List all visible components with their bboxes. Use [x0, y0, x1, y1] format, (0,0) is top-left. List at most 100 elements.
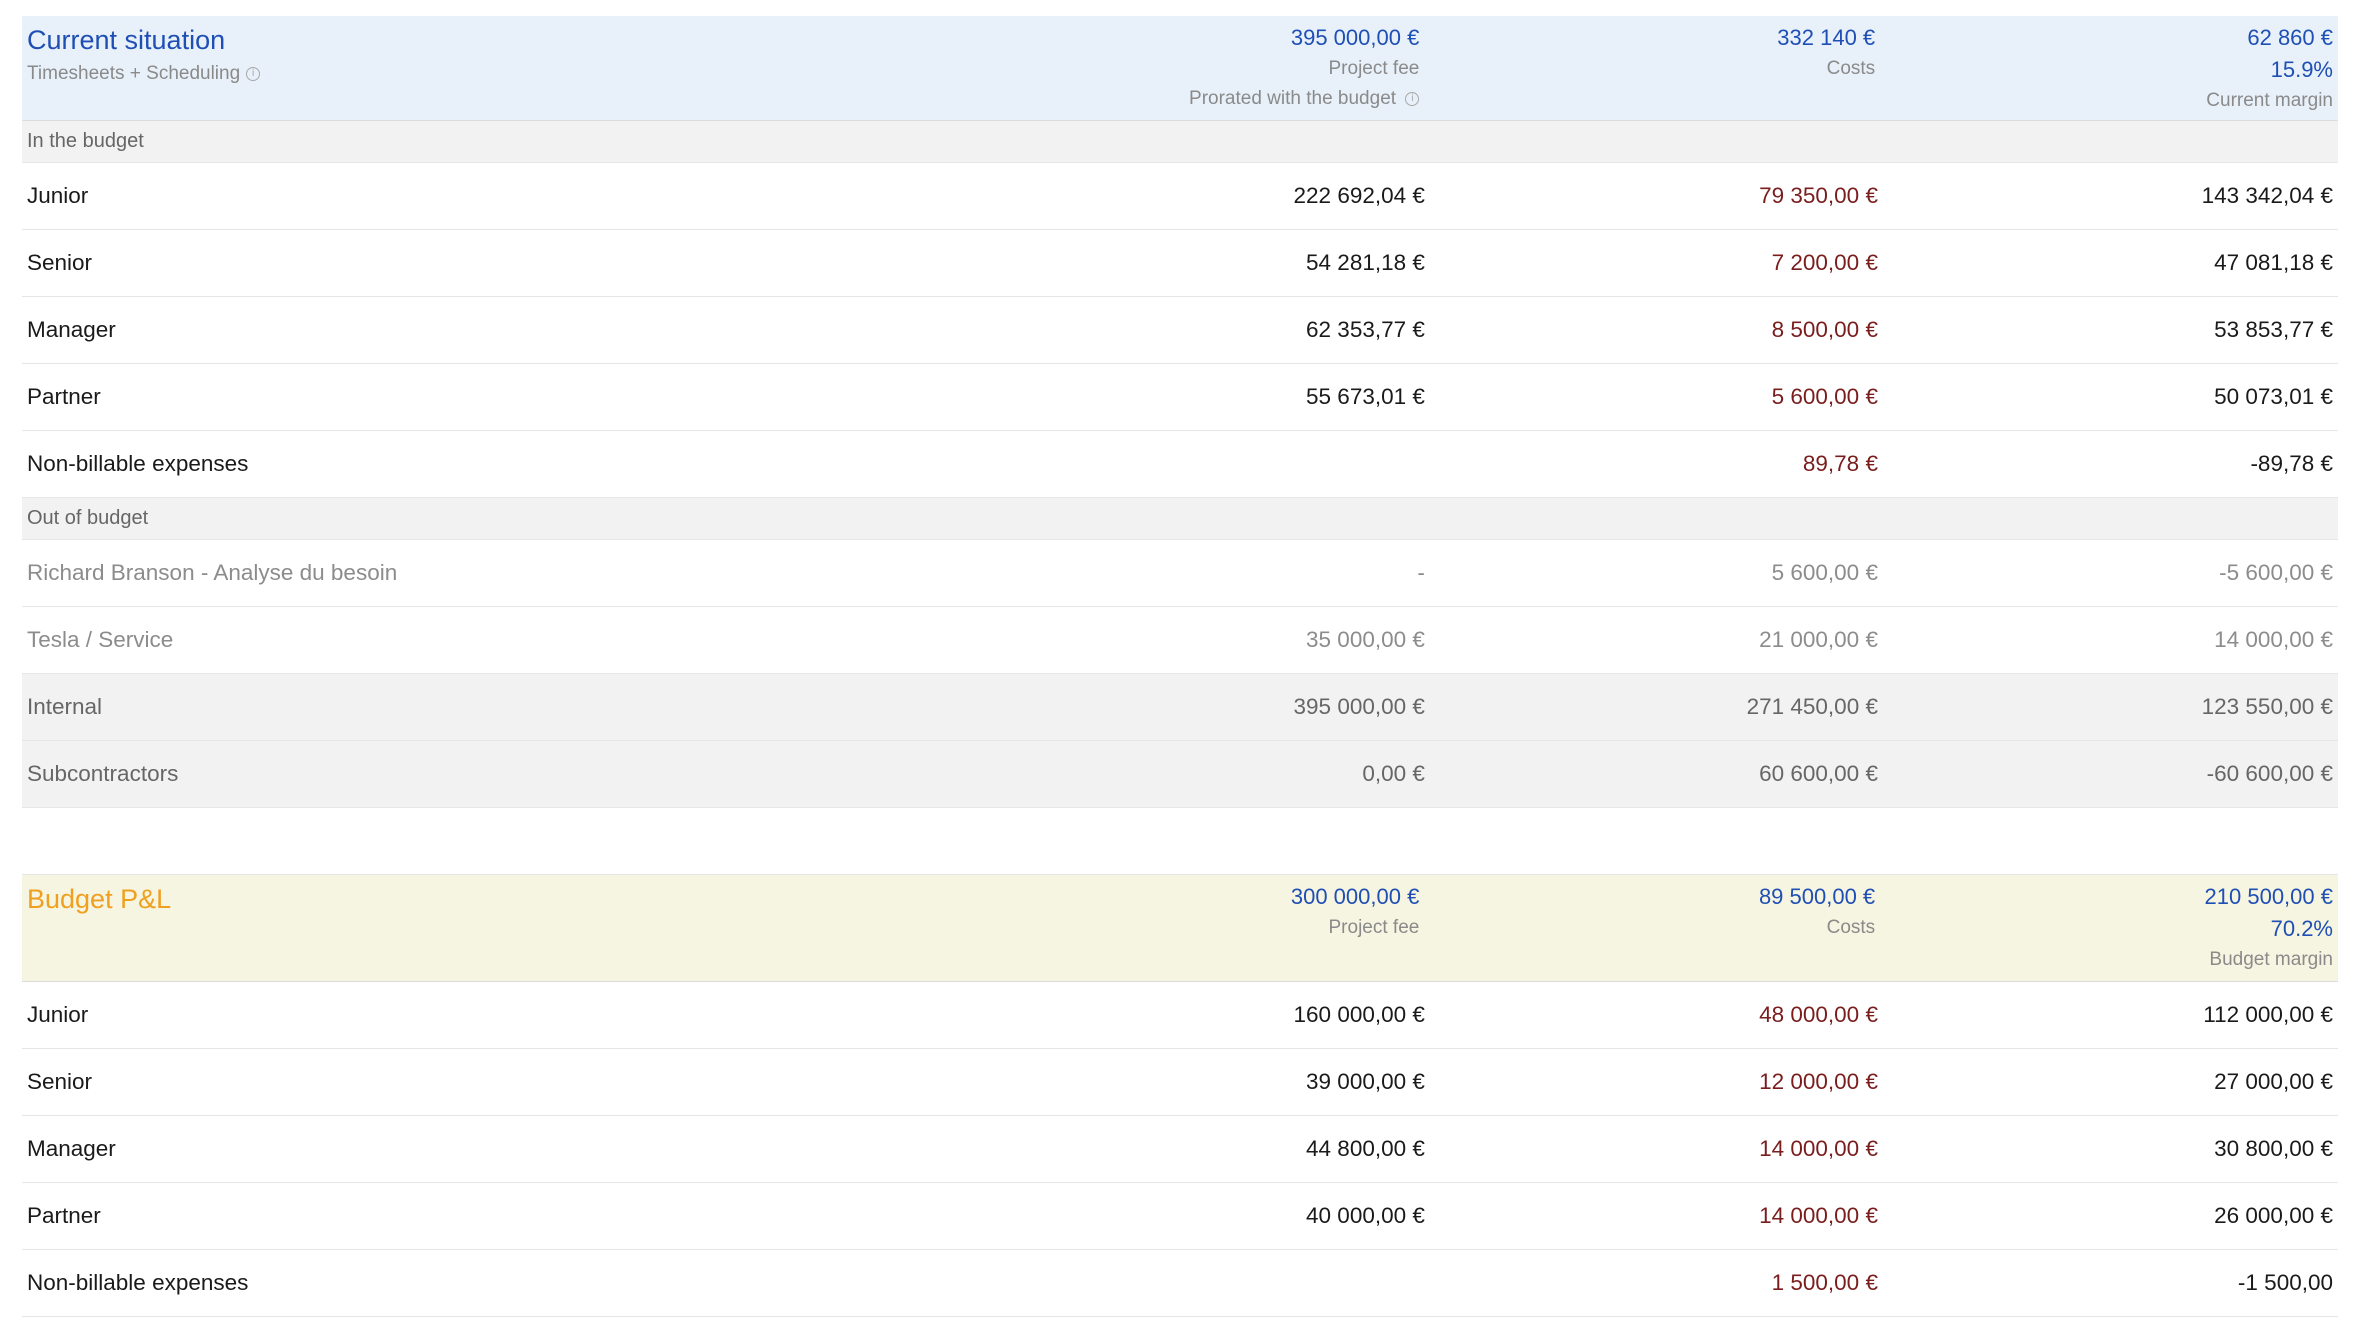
current-fee-summary: 395 000,00 € Project fee Prorated with t…: [954, 22, 1420, 115]
row-fee: 222 692,04 €: [1293, 183, 1425, 208]
table-row: Tesla / Service 35 000,00 € 21 000,00 € …: [22, 607, 2338, 674]
row-fee: 62 353,77 €: [1306, 317, 1425, 342]
row-fee: 54 281,18 €: [1306, 250, 1425, 275]
current-situation-subtitle-text: Timesheets + Scheduling: [27, 62, 241, 84]
section-out-of-budget: Out of budget: [22, 498, 2338, 540]
row-label: Manager: [27, 317, 116, 342]
summary-row-subcontractors: Subcontractors 0,00 € 60 600,00 € -60 60…: [22, 741, 2338, 808]
current-fee-caption: Project fee: [1328, 57, 1420, 79]
current-margin-summary: 62 860 € 15.9% Current margin: [1875, 22, 2338, 116]
current-margin-pct: 15.9%: [2270, 56, 2333, 82]
budget-margin-caption: Budget margin: [2209, 948, 2333, 970]
table-row: Non-billable expenses 89,78 € -89,78 €: [22, 431, 2338, 498]
row-margin: 14 000,00 €: [2214, 627, 2333, 652]
row-fee: -: [1417, 560, 1425, 585]
row-cost: 271 450,00 €: [1746, 694, 1878, 719]
table-row: Junior 222 692,04 € 79 350,00 € 143 342,…: [22, 163, 2338, 230]
row-label: Tesla / Service: [27, 627, 174, 652]
row-margin: 26 000,00 €: [2214, 1203, 2333, 1228]
row-cost: 1 500,00 €: [1771, 1270, 1878, 1295]
table-row: Partner 55 673,01 € 5 600,00 € 50 073,01…: [22, 364, 2338, 431]
row-margin: -89,78 €: [2250, 451, 2333, 476]
table-row: Senior 54 281,18 € 7 200,00 € 47 081,18 …: [22, 230, 2338, 297]
table-row: Partner 40 000,00 € 14 000,00 € 26 000,0…: [22, 1183, 2338, 1250]
row-margin: -5 600,00 €: [2219, 560, 2333, 585]
row-margin: 50 073,01 €: [2214, 384, 2333, 409]
row-label: Internal: [27, 694, 103, 719]
current-situation-header: Current situation Timesheets + Schedulin…: [22, 16, 2338, 121]
row-margin: -1 500,00: [2237, 1270, 2333, 1295]
row-cost: 89,78 €: [1802, 451, 1878, 476]
summary-row-internal: Internal 395 000,00 € 271 450,00 € 123 5…: [22, 674, 2338, 741]
table-row: Manager 44 800,00 € 14 000,00 € 30 800,0…: [22, 1116, 2338, 1183]
row-margin: 143 342,04 €: [2201, 183, 2333, 208]
row-label: Senior: [27, 250, 93, 275]
row-label: Partner: [27, 1203, 101, 1228]
current-situation-title: Current situation: [27, 25, 226, 55]
row-cost: 79 350,00 €: [1759, 183, 1878, 208]
info-icon[interactable]: i: [246, 66, 261, 81]
row-label: Junior: [27, 1002, 89, 1027]
row-fee: 395 000,00 €: [1293, 694, 1425, 719]
row-margin: -60 600,00 €: [2206, 761, 2333, 786]
row-fee: 55 673,01 €: [1306, 384, 1425, 409]
current-cost-summary: 332 140 € Costs: [1419, 22, 1875, 84]
row-label: Non-billable expenses: [27, 451, 249, 476]
current-fee-note: Prorated with the budget i: [954, 84, 1420, 114]
current-situation-title-block: Current situation Timesheets + Schedulin…: [22, 22, 954, 85]
current-fee-value: 395 000,00 €: [1290, 25, 1420, 50]
table-row: Senior 39 000,00 € 12 000,00 € 27 000,00…: [22, 1049, 2338, 1116]
row-cost: 12 000,00 €: [1759, 1069, 1878, 1094]
budget-margin-pct: 70.2%: [2270, 915, 2333, 941]
budget-pl-title-block: Budget P&L: [22, 881, 954, 919]
pl-table: Current situation Timesheets + Schedulin…: [22, 16, 2338, 1317]
budget-cost-caption: Costs: [1826, 916, 1876, 938]
row-fee: 0,00 €: [1362, 761, 1425, 786]
row-fee: 44 800,00 €: [1306, 1136, 1425, 1161]
budget-fee-caption: Project fee: [1328, 916, 1420, 938]
row-fee: 39 000,00 €: [1306, 1069, 1425, 1094]
budget-margin-value: 210 500,00 €: [2204, 884, 2333, 909]
current-cost-caption: Costs: [1826, 57, 1876, 79]
table-row: Non-billable expenses 1 500,00 € -1 500,…: [22, 1250, 2338, 1317]
row-cost: 60 600,00 €: [1759, 761, 1878, 786]
row-margin: 30 800,00 €: [2214, 1136, 2333, 1161]
row-fee: 35 000,00 €: [1306, 627, 1425, 652]
row-label: Non-billable expenses: [27, 1270, 249, 1295]
current-cost-value: 332 140 €: [1777, 25, 1876, 50]
current-margin-value: 62 860 €: [2247, 25, 2333, 50]
row-margin: 47 081,18 €: [2214, 250, 2333, 275]
table-row: Junior 160 000,00 € 48 000,00 € 112 000,…: [22, 982, 2338, 1049]
budget-pl-header: Budget P&L 300 000,00 € Project fee 89 5…: [22, 875, 2338, 982]
table-row: Richard Branson - Analyse du besoin - 5 …: [22, 540, 2338, 607]
section-in-budget: In the budget: [22, 121, 2338, 163]
table-row: Manager 62 353,77 € 8 500,00 € 53 853,77…: [22, 297, 2338, 364]
budget-fee-summary: 300 000,00 € Project fee: [954, 881, 1420, 943]
info-icon[interactable]: i: [1405, 92, 1420, 107]
row-cost: 7 200,00 €: [1771, 250, 1878, 275]
row-cost: 14 000,00 €: [1759, 1203, 1878, 1228]
budget-pl-title: Budget P&L: [27, 884, 172, 914]
row-label: Richard Branson - Analyse du besoin: [27, 560, 398, 585]
budget-cost-value: 89 500,00 €: [1758, 884, 1876, 909]
budget-cost-summary: 89 500,00 € Costs: [1419, 881, 1875, 943]
row-margin: 53 853,77 €: [2214, 317, 2333, 342]
current-fee-note-text: Prorated with the budget: [1189, 88, 1397, 110]
row-label: Subcontractors: [27, 761, 179, 786]
row-cost: 21 000,00 €: [1759, 627, 1878, 652]
row-label: Manager: [27, 1136, 116, 1161]
row-label: Senior: [27, 1069, 93, 1094]
budget-fee-value: 300 000,00 €: [1290, 884, 1420, 909]
row-fee: 160 000,00 €: [1293, 1002, 1425, 1027]
row-label: Partner: [27, 384, 101, 409]
row-cost: 14 000,00 €: [1759, 1136, 1878, 1161]
budget-margin-summary: 210 500,00 € 70.2% Budget margin: [1875, 881, 2338, 975]
row-fee: 40 000,00 €: [1306, 1203, 1425, 1228]
row-cost: 5 600,00 €: [1771, 560, 1878, 585]
current-margin-caption: Current margin: [2206, 89, 2333, 111]
row-cost: 8 500,00 €: [1771, 317, 1878, 342]
row-margin: 27 000,00 €: [2214, 1069, 2333, 1094]
row-label: Junior: [27, 183, 89, 208]
row-margin: 112 000,00 €: [2203, 1002, 2333, 1027]
row-cost: 5 600,00 €: [1771, 384, 1878, 409]
